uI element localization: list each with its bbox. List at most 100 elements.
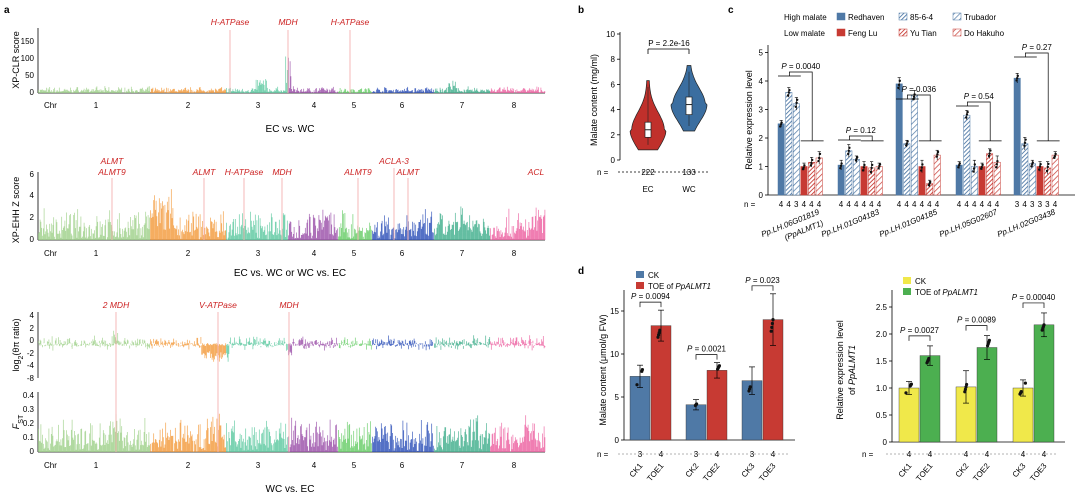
legend-label: 85-6-4 (910, 13, 934, 22)
almt1-bars: P = 0.0027 P = 0.0089 P = 0.00040 (898, 293, 1056, 443)
data-point (861, 169, 865, 172)
n-value: 4 (912, 200, 917, 209)
chromosome-points (38, 208, 151, 240)
gene-label: ALMT (192, 167, 216, 177)
data-point (1023, 144, 1026, 147)
y-tick-label: 2.5 (876, 303, 888, 312)
data-point (966, 110, 969, 114)
data-point (871, 163, 874, 167)
chr-label: 8 (512, 461, 517, 470)
category-label: CK2 (954, 461, 971, 479)
data-point (1053, 156, 1056, 160)
category-label: CK3 (1011, 461, 1028, 479)
chromosome-points (288, 209, 338, 240)
y-tick-label: 2 (611, 131, 616, 140)
n-value: 3 (694, 450, 699, 459)
data-point (925, 361, 929, 365)
expr-y-ticks: 0 1 2 3 4 5 (759, 49, 768, 200)
category-label: CK1 (628, 461, 645, 479)
data-point (787, 91, 790, 94)
pvalue-bracket (908, 335, 931, 341)
chr-label: 8 (512, 101, 517, 110)
bar-Redhaven (955, 164, 963, 196)
data-point (878, 164, 881, 168)
malate-bars: P = 0.0094 P = 0.0021 P = 0.023 (629, 276, 784, 441)
data-point (936, 150, 940, 154)
chromosome-points (490, 207, 546, 240)
n-value: 4 (715, 450, 720, 459)
legend-group-label: High malate (784, 13, 827, 22)
chr-label: 7 (460, 249, 465, 258)
data-point (840, 162, 843, 165)
category-label: TOE2 (971, 461, 992, 483)
data-point (848, 146, 851, 150)
chr-label: 3 (256, 249, 261, 258)
pvalue-label: P = 0.0089 (957, 316, 996, 325)
chr-label: 1 (94, 101, 99, 110)
chr-label: 1 (94, 461, 99, 470)
chromosome-points (38, 414, 151, 452)
fst-ytick: 0.3 (23, 405, 35, 414)
xpehh-chr-labels: Chr 1 2 3 4 5 6 7 8 (44, 249, 517, 258)
legend-label: Yu Tian (910, 29, 937, 38)
legend-swatch-ck (903, 277, 911, 284)
n-value: 4 (817, 200, 822, 209)
data-point (810, 161, 813, 165)
data-point (818, 156, 821, 160)
thetapi-ytick: -4 (27, 361, 35, 370)
data-point (862, 166, 865, 169)
data-point (795, 101, 798, 104)
bar-TOE1 (919, 355, 941, 443)
data-point (818, 152, 822, 156)
malate-content-chart: CK TOE of PpALMT1 Malate content (μmol/g… (597, 271, 795, 483)
data-point (716, 367, 720, 371)
pvalue-bracket (967, 101, 991, 141)
n-value: 3 (638, 450, 643, 459)
n-value: 4 (987, 200, 992, 209)
data-point (963, 387, 968, 391)
panel-label-d: d (578, 266, 584, 277)
panel-label-b: b (578, 5, 584, 16)
bar-Trubador (1028, 163, 1036, 196)
chromosome-points (150, 337, 227, 362)
n-value: 222 (641, 168, 655, 177)
chromosome-points (490, 335, 546, 351)
data-point (920, 166, 923, 169)
chr-prefix: Chr (44, 461, 57, 470)
data-point (771, 318, 775, 322)
chr-label: 5 (352, 461, 357, 470)
panel-label-c: c (728, 5, 734, 16)
n-value: 4 (964, 450, 969, 459)
n-value: 4 (1021, 450, 1026, 459)
bar-Do Hakuho (875, 166, 883, 196)
data-point (869, 170, 872, 174)
chr-label: 5 (352, 101, 357, 110)
chr-label: 5 (352, 249, 357, 258)
n-value: 4 (907, 450, 912, 459)
malate-ylabel: Malate content (μmol/g FW) (598, 314, 608, 425)
xpclr-y-ticks: 0 50 100 150 (21, 37, 35, 97)
bar-85-6-4 (785, 92, 793, 196)
data-point (957, 166, 960, 169)
chromosome-points (338, 337, 372, 350)
data-point (811, 158, 814, 162)
fst-ytick: 0 (30, 447, 35, 456)
data-point (1039, 162, 1042, 166)
pvalue-bracket (849, 135, 873, 141)
chr-label: 3 (256, 101, 261, 110)
xpehh-caption: EC vs. WC or WC vs. EC (234, 268, 346, 279)
data-point (973, 163, 976, 166)
data-point (1047, 162, 1050, 166)
xpclr-plot: XP-CLR score 0 50 100 150 Chr 1 2 3 4 5 … (11, 17, 546, 135)
data-point (935, 155, 938, 158)
data-point (972, 167, 976, 170)
pvalue-label: P = 0.27 (1022, 43, 1053, 52)
n-value: 4 (980, 200, 985, 209)
almt1-y-ticks: 0 0.5 1.0 1.5 2.0 2.5 (876, 303, 892, 447)
fst-plot: FST 0 0.1 0.2 0.3 0.4 Chr 1 2 3 4 5 6 7 … (11, 391, 546, 495)
data-point (656, 335, 660, 339)
legend-label: TOE of PpALMT1 (648, 282, 711, 291)
legend-swatch (952, 28, 962, 37)
pvalue-bracket (751, 285, 774, 291)
